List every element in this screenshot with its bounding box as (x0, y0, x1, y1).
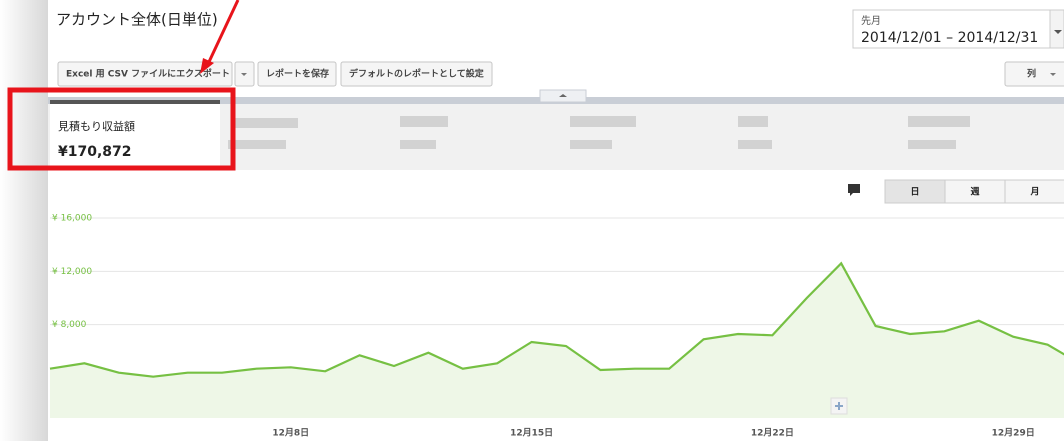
x-tick-label: 12月22日 (751, 428, 794, 439)
annotation-arrow (206, 0, 240, 65)
x-tick-label: 12月29日 (992, 428, 1035, 439)
metric-value: ¥170,872 (58, 144, 132, 160)
area (50, 263, 1064, 418)
default-button[interactable] (340, 61, 493, 87)
view-button[interactable] (1004, 179, 1064, 204)
y-tick-label: ¥ 16,000 (52, 214, 92, 224)
default-label: デフォルトのレポートとして設定 (349, 68, 485, 80)
metric-indicator (50, 100, 220, 104)
blurred-metrics (228, 116, 970, 149)
dropdown-arrow (1054, 30, 1062, 34)
plus-icon (835, 402, 843, 410)
arrow-head (200, 58, 214, 74)
x-tick-label: 12月15日 (510, 428, 553, 439)
columns-label: 列 (1027, 68, 1036, 80)
menu-arrow (241, 73, 247, 76)
columns-button[interactable] (1004, 61, 1064, 87)
date-dropdown[interactable] (1049, 9, 1064, 49)
view-label: 月 (1029, 187, 1039, 198)
page-title: アカウント全体(日単位) (56, 11, 218, 29)
period-label: 先月 (861, 15, 881, 27)
chart: ¥ 4,000¥ 8,000¥ 12,000¥ 16,00012月8日12月15… (49, 214, 1064, 439)
save-label: レポートを保存 (266, 68, 329, 80)
export-label: Excel 用 CSV ファイルにエクスポート (66, 68, 230, 80)
metric-label: 見積もり収益額 (58, 119, 135, 133)
view-buttons: 日週月 (884, 179, 1064, 204)
x-tick-label: 12月8日 (272, 428, 309, 439)
comment-icon (848, 184, 860, 196)
y-tick-label: ¥ 8,000 (52, 320, 87, 330)
period: 2014/12/01 – 2014/12/31 (861, 30, 1038, 46)
date-picker[interactable] (852, 9, 1051, 49)
view-label: 週 (970, 187, 980, 198)
export-button[interactable] (57, 61, 233, 87)
menu-arrow (1050, 73, 1056, 76)
highlight-box (7, 87, 236, 171)
y-tick-label: ¥ 12,000 (52, 267, 92, 277)
view-label: 日 (910, 187, 919, 198)
collapse-arrow (559, 94, 567, 97)
shadow (0, 0, 48, 441)
metric-selected[interactable] (50, 104, 220, 170)
line (49, 261, 1064, 378)
save-button[interactable] (257, 61, 337, 87)
